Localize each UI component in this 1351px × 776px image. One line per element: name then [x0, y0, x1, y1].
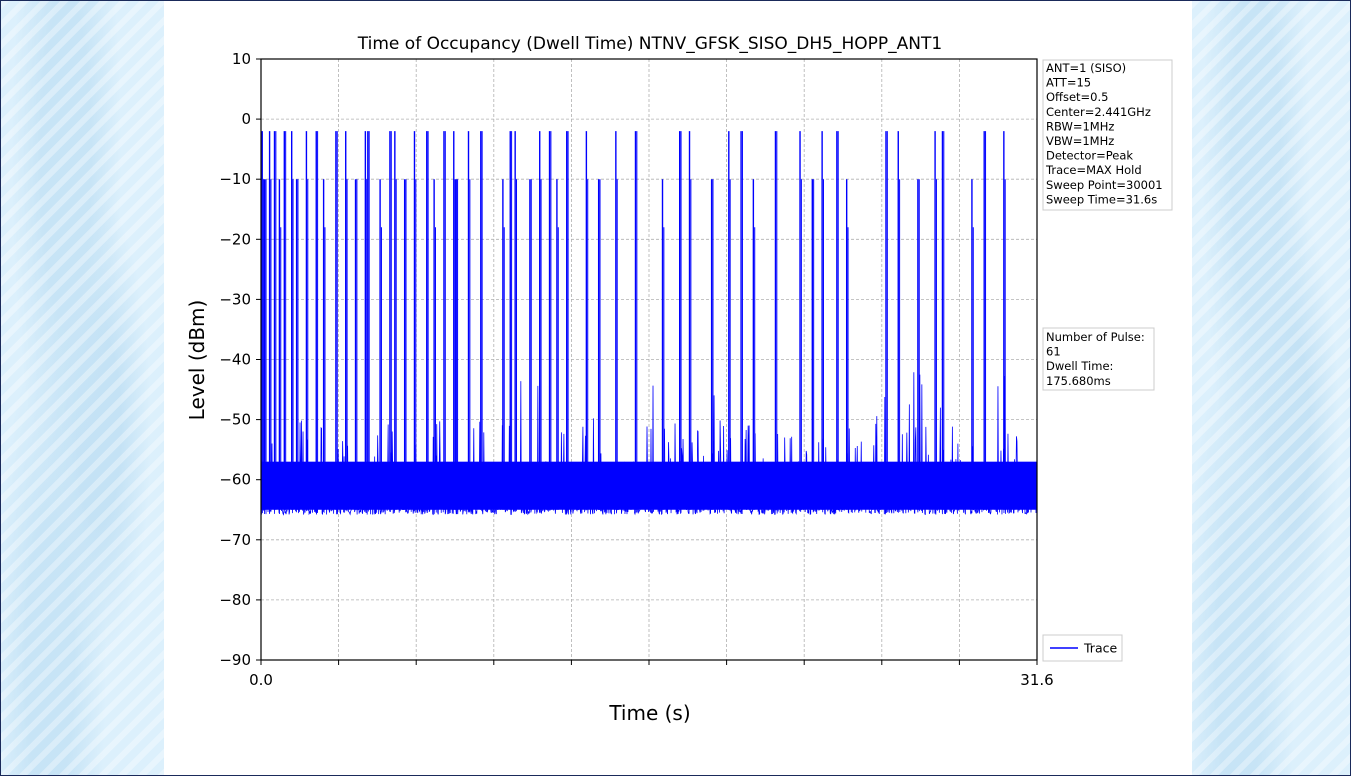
- y-axis-label: Level (dBm): [185, 300, 209, 421]
- y-tick-label: −20: [219, 230, 251, 248]
- y-tick-label: 0: [241, 110, 251, 128]
- x-axis-label: Time (s): [608, 701, 690, 725]
- x-tick-label: 31.6: [1020, 671, 1053, 689]
- chart-title: Time of Occupancy (Dwell Time) NTNV_GFSK…: [357, 34, 942, 54]
- settings-line: Trace=MAX Hold: [1045, 163, 1142, 177]
- settings-line: Sweep Time=31.6s: [1046, 192, 1157, 206]
- settings-line: Sweep Point=30001: [1046, 178, 1163, 192]
- chart-canvas: Time of Occupancy (Dwell Time) NTNV_GFSK…: [164, 1, 1192, 775]
- settings-line: RBW=1MHz: [1046, 119, 1114, 133]
- settings-line: ATT=15: [1046, 76, 1091, 90]
- settings-line: ANT=1 (SISO): [1046, 61, 1126, 75]
- settings-line: Center=2.441GHz: [1046, 105, 1151, 119]
- y-tick-label: −50: [219, 411, 251, 429]
- results-line: 175.680ms: [1046, 374, 1111, 388]
- results-line: Number of Pulse:: [1046, 330, 1145, 344]
- x-axis-ticks: 0.0 31.6: [249, 660, 1054, 689]
- settings-line: VBW=1MHz: [1046, 134, 1114, 148]
- x-tick-label: 0.0: [249, 671, 273, 689]
- settings-line: Detector=Peak: [1046, 149, 1133, 163]
- background-pattern-right: [1192, 1, 1350, 775]
- y-tick-label: 10: [232, 50, 251, 68]
- trace-series: [260, 131, 1038, 516]
- background-pattern-left: [1, 1, 164, 775]
- results-line: 61: [1046, 345, 1061, 359]
- y-tick-label: −90: [219, 651, 251, 669]
- settings-annotation-box: ANT=1 (SISO)ATT=15Offset=0.5Center=2.441…: [1042, 59, 1173, 211]
- chart-svg: Time of Occupancy (Dwell Time) NTNV_GFSK…: [185, 34, 1173, 725]
- legend-trace-label: Trace: [1083, 641, 1117, 656]
- trace-noise-line: [260, 372, 1038, 516]
- y-tick-label: −30: [219, 290, 251, 308]
- y-tick-label: −40: [219, 351, 251, 369]
- y-tick-label: −80: [219, 591, 251, 609]
- y-axis-ticks: 10 0 −10 −20 −30 −40 −50 −60 −70 −80 −90: [219, 50, 261, 669]
- legend: Trace: [1042, 634, 1123, 662]
- y-tick-label: −70: [219, 531, 251, 549]
- settings-line: Offset=0.5: [1046, 90, 1108, 104]
- y-tick-label: −60: [219, 471, 251, 489]
- results-line: Dwell Time:: [1046, 359, 1113, 373]
- y-tick-label: −10: [219, 170, 251, 188]
